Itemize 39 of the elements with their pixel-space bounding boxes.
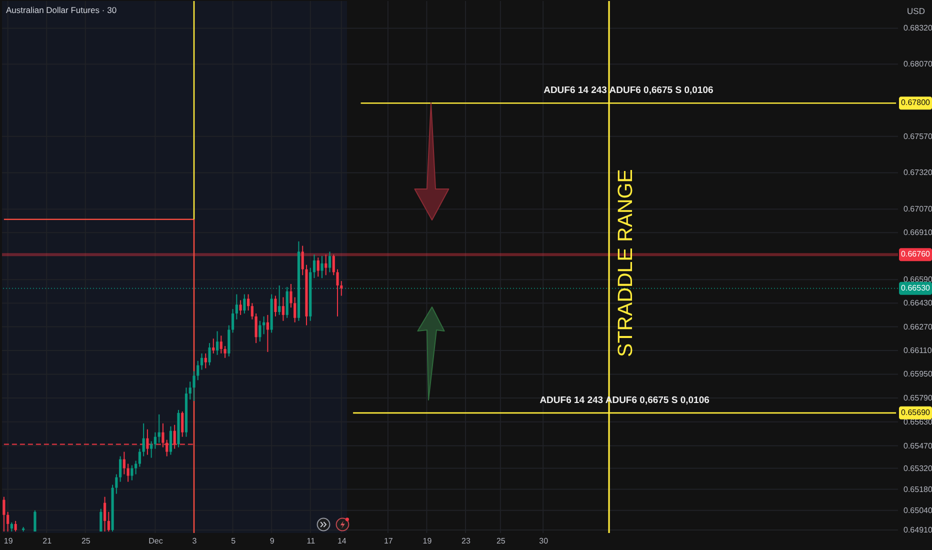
y-tick-label: 0.65790 bbox=[904, 394, 932, 403]
y-tick-label: 0.65180 bbox=[904, 484, 932, 494]
x-tick-label: 11 bbox=[306, 536, 316, 546]
text: STRADDLE RANGE bbox=[614, 169, 638, 357]
y-tick-label: 0.67320 bbox=[904, 168, 932, 178]
y-tick-label: 0.68320 bbox=[904, 24, 932, 33]
y-tick-label: 0.66590 bbox=[904, 275, 932, 284]
x-tick-label: 17 bbox=[384, 536, 394, 546]
y-tick-label: 0.65320 bbox=[904, 464, 932, 473]
ref-line-label: 0.66760 bbox=[901, 250, 931, 259]
y-tick-label: 0.65630 bbox=[904, 417, 932, 426]
text: Australian Dollar Futures · 30 bbox=[6, 4, 117, 15]
x-tick-label: 19 bbox=[422, 536, 432, 546]
x-tick-label: 21 bbox=[42, 536, 52, 546]
y-tick-label: 0.66430 bbox=[904, 298, 932, 308]
y-tick-label: 0.66270 bbox=[904, 322, 932, 332]
y-tick-label: 0.65470 bbox=[904, 441, 932, 450]
x-tick-label: 9 bbox=[270, 536, 275, 546]
x-tick-label: Dec bbox=[148, 536, 163, 546]
x-tick-label: 30 bbox=[539, 536, 549, 546]
y-tick-label: 0.65950 bbox=[904, 370, 932, 379]
y-tick-label: 0.66910 bbox=[904, 228, 932, 238]
data-label: 0.67800 bbox=[901, 98, 931, 108]
y-tick-label: 0.67570 bbox=[904, 132, 932, 141]
x-tick-label: 3 bbox=[192, 536, 198, 546]
x-tick-label: 5 bbox=[231, 536, 236, 546]
data-label: 0.65690 bbox=[901, 408, 931, 417]
ref-line-label: 0.66530 bbox=[901, 283, 931, 292]
y-tick-label: 0.64910 bbox=[904, 525, 932, 534]
y-tick-label: 0.66110 bbox=[904, 346, 932, 355]
x-tick-label: 14 bbox=[337, 536, 347, 546]
y-tick-label: 0.65040 bbox=[904, 506, 932, 515]
y-axis-title: USD bbox=[907, 6, 925, 16]
y-tick-label: 0.68070 bbox=[904, 60, 932, 69]
x-tick-label: 23 bbox=[462, 536, 472, 546]
x-tick-label: 25 bbox=[81, 536, 91, 546]
y-tick-label: 0.67070 bbox=[904, 204, 932, 214]
x-tick-label: 25 bbox=[496, 536, 506, 546]
x-tick-label: 19 bbox=[4, 536, 14, 546]
